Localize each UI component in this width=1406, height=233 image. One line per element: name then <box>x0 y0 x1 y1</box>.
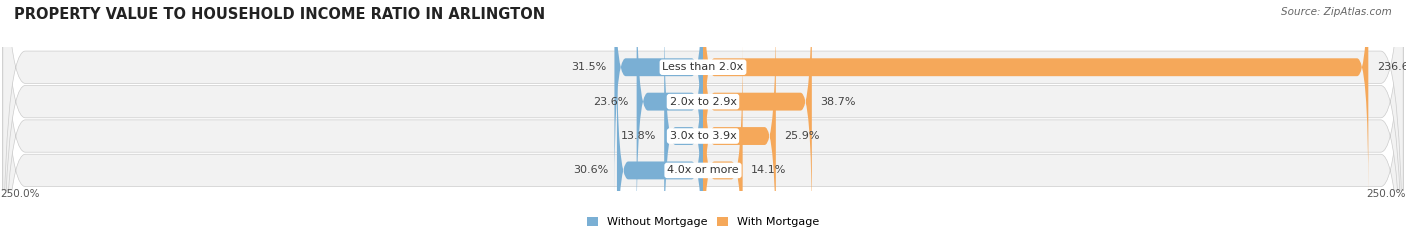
Text: 4.0x or more: 4.0x or more <box>668 165 738 175</box>
Text: 250.0%: 250.0% <box>1367 189 1406 199</box>
FancyBboxPatch shape <box>614 0 703 196</box>
FancyBboxPatch shape <box>3 0 1403 233</box>
Text: 13.8%: 13.8% <box>620 131 655 141</box>
FancyBboxPatch shape <box>703 7 776 233</box>
FancyBboxPatch shape <box>703 0 1368 196</box>
Text: 14.1%: 14.1% <box>751 165 786 175</box>
Text: Source: ZipAtlas.com: Source: ZipAtlas.com <box>1281 7 1392 17</box>
FancyBboxPatch shape <box>617 42 703 233</box>
FancyBboxPatch shape <box>703 0 811 230</box>
Text: Less than 2.0x: Less than 2.0x <box>662 62 744 72</box>
Text: 2.0x to 2.9x: 2.0x to 2.9x <box>669 97 737 107</box>
Text: 25.9%: 25.9% <box>785 131 820 141</box>
Text: PROPERTY VALUE TO HOUSEHOLD INCOME RATIO IN ARLINGTON: PROPERTY VALUE TO HOUSEHOLD INCOME RATIO… <box>14 7 546 22</box>
Text: 30.6%: 30.6% <box>574 165 609 175</box>
FancyBboxPatch shape <box>3 0 1403 233</box>
FancyBboxPatch shape <box>664 7 703 233</box>
Text: 236.6%: 236.6% <box>1376 62 1406 72</box>
FancyBboxPatch shape <box>3 0 1403 233</box>
Text: 31.5%: 31.5% <box>571 62 606 72</box>
Text: 23.6%: 23.6% <box>593 97 628 107</box>
Text: 250.0%: 250.0% <box>0 189 39 199</box>
Legend: Without Mortgage, With Mortgage: Without Mortgage, With Mortgage <box>582 212 824 232</box>
FancyBboxPatch shape <box>703 42 742 233</box>
FancyBboxPatch shape <box>3 0 1403 233</box>
FancyBboxPatch shape <box>637 0 703 230</box>
Text: 3.0x to 3.9x: 3.0x to 3.9x <box>669 131 737 141</box>
Text: 38.7%: 38.7% <box>820 97 856 107</box>
